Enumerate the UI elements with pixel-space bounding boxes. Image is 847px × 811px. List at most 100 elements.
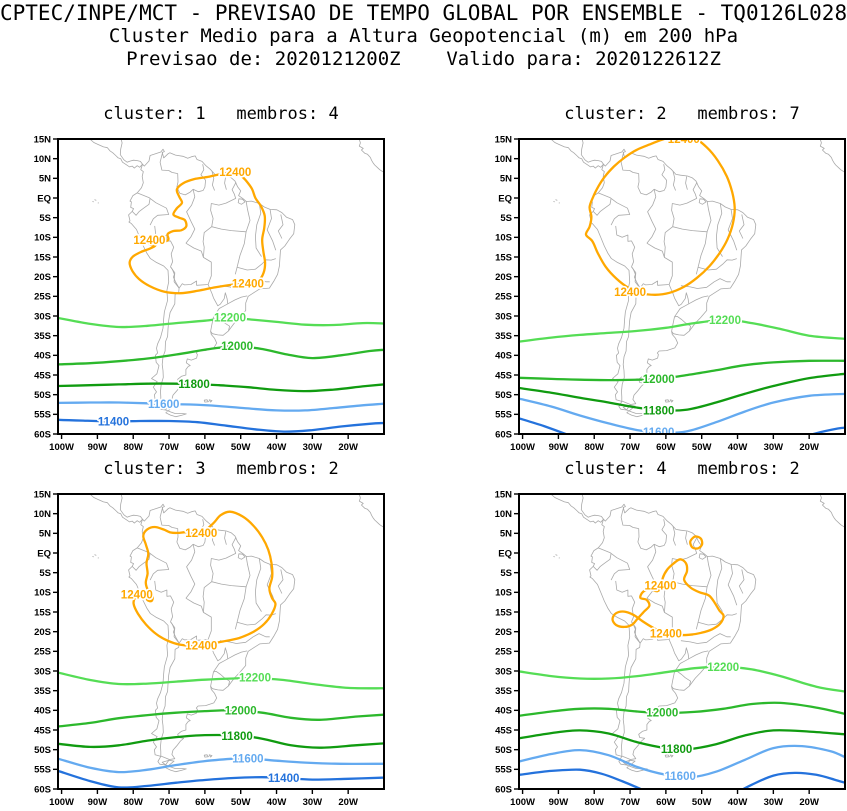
galapagos-1 <box>556 200 558 201</box>
west-africa-coast <box>820 493 845 527</box>
lat-tick-label: 30S <box>34 311 51 322</box>
border-suriname-guiana <box>686 531 688 544</box>
lat-tick-label: 55S <box>34 765 51 776</box>
brazil-states-maranhao <box>255 559 261 612</box>
falkland-west <box>204 400 208 402</box>
brazil-states-mid-horizontal <box>673 227 707 232</box>
contour-11800 <box>58 384 384 392</box>
lat-tick-label: 20S <box>495 272 512 283</box>
brazil-states-mid-horizontal <box>212 227 246 232</box>
lat-tick-label: 5N <box>39 529 51 540</box>
lat-tick-label: 20S <box>34 272 51 283</box>
main-title: CPTEC/INPE/MCT - PREVISAO DE TEMPO GLOBA… <box>0 2 847 25</box>
lat-tick-label: 35S <box>34 686 51 697</box>
cluster-4-contour-map: 12400124001220012000118001160015N10N5NEQ… <box>487 490 847 808</box>
contour-12000 <box>519 703 845 716</box>
cluster-3-contour-map: 1240012400124001220012000118001160011400… <box>26 490 392 808</box>
contour-label-12400: 12400 <box>185 528 217 540</box>
border-bolivia <box>632 243 673 288</box>
brazil-states-ne <box>278 570 283 594</box>
brazil-states-ne <box>739 215 744 239</box>
contour-12200 <box>519 667 845 692</box>
border-venezuela <box>621 152 667 195</box>
lat-tick-label: 15N <box>34 490 52 500</box>
lat-tick-label: 10N <box>34 154 52 165</box>
contour-label-12400: 12400 <box>232 278 264 290</box>
lat-tick-label: 50S <box>495 745 512 756</box>
contour-label-12200: 12200 <box>707 662 739 674</box>
panel-title-cluster-4: cluster: 4 membros: 2 <box>519 459 845 479</box>
brazil-states-minas <box>237 259 276 270</box>
border-ecuador-peru <box>593 553 611 570</box>
brazil-states-minas <box>698 614 737 625</box>
west-africa-coast <box>359 138 384 172</box>
lon-tick-label: 80W <box>123 442 143 453</box>
lon-tick-label: 40W <box>267 442 287 453</box>
brazil-states-piaui <box>728 209 737 250</box>
contour-label-11800: 11800 <box>221 731 252 743</box>
central-america-pacific-coast <box>89 138 143 168</box>
lon-tick-label: 70W <box>620 442 640 453</box>
central-america-pacific-coast <box>550 138 604 168</box>
lat-tick-label: 15N <box>495 135 513 145</box>
lat-tick-label: 5N <box>500 529 512 540</box>
lat-tick-label: 15S <box>495 252 512 263</box>
brazil-states-tocantins <box>696 201 711 274</box>
brazil-states-parana <box>689 296 708 304</box>
lon-tick-label: 50W <box>692 442 712 453</box>
lon-tick-label: 30W <box>303 442 323 453</box>
forecast-dates: Previsao de: 2020121200Z Valido para: 20… <box>0 49 847 70</box>
brazil-states-parana <box>228 296 247 304</box>
lat-tick-label: 10S <box>495 588 512 599</box>
falkland-west <box>204 755 208 757</box>
lat-tick-label: 60S <box>34 784 51 795</box>
lat-tick-label: 55S <box>495 765 512 776</box>
contour-label-12400: 12400 <box>185 640 217 652</box>
contour-label-12000: 12000 <box>221 341 253 353</box>
lat-tick-label: 15N <box>34 135 52 145</box>
lon-tick-label: 100W <box>49 442 74 453</box>
contour-11400 <box>730 773 845 796</box>
brazil-states-roraima-acre <box>186 189 195 243</box>
galapagos-1 <box>556 555 558 556</box>
lat-tick-label: 5S <box>39 568 51 579</box>
contour-12200 <box>519 320 845 342</box>
brazil-states-para-amazonas <box>664 182 697 257</box>
border-peru-brazil-bolivia <box>616 226 635 267</box>
lat-tick-label: 45S <box>34 725 51 736</box>
lat-tick-label: 45S <box>495 725 512 736</box>
lat-tick-label: 60S <box>495 429 512 440</box>
lat-tick-label: 20S <box>34 627 51 638</box>
lat-tick-label: 10N <box>495 154 513 165</box>
lat-tick-label: 10S <box>34 233 51 244</box>
contour-label-12200: 12200 <box>239 673 271 685</box>
falkland-east <box>670 400 673 402</box>
lat-tick-label: 45S <box>495 370 512 381</box>
border-bolivia <box>171 243 212 288</box>
brazil-states-piaui <box>267 209 276 250</box>
lat-tick-label: 45S <box>34 370 51 381</box>
contour-label-12400: 12400 <box>645 581 677 593</box>
south-america-coast <box>129 149 295 410</box>
lat-tick-label: 15S <box>34 607 51 618</box>
border-ecuador-peru <box>132 198 150 215</box>
lat-tick-label: 40S <box>495 706 512 717</box>
south-america-coast <box>129 504 295 765</box>
border-venezuela <box>621 507 667 550</box>
panel-title-cluster-1: cluster: 1 membros: 4 <box>58 104 384 124</box>
lat-tick-label: 35S <box>495 331 512 342</box>
lat-tick-label: 40S <box>34 351 51 362</box>
lat-tick-label: 25S <box>34 647 51 658</box>
contour-11400 <box>58 771 384 788</box>
west-africa-coast <box>359 493 384 527</box>
lat-tick-label: 20S <box>495 627 512 638</box>
cluster-2-contour-map: 12400124001220012000118001160015N10N5NEQ… <box>487 135 847 453</box>
lon-tick-label: 40W <box>728 442 748 453</box>
lat-tick-label: 35S <box>495 686 512 697</box>
brazil-states-mid-horizontal <box>212 582 246 587</box>
border-peru-brazil-bolivia <box>616 581 635 622</box>
lat-tick-label: 15N <box>495 490 513 500</box>
